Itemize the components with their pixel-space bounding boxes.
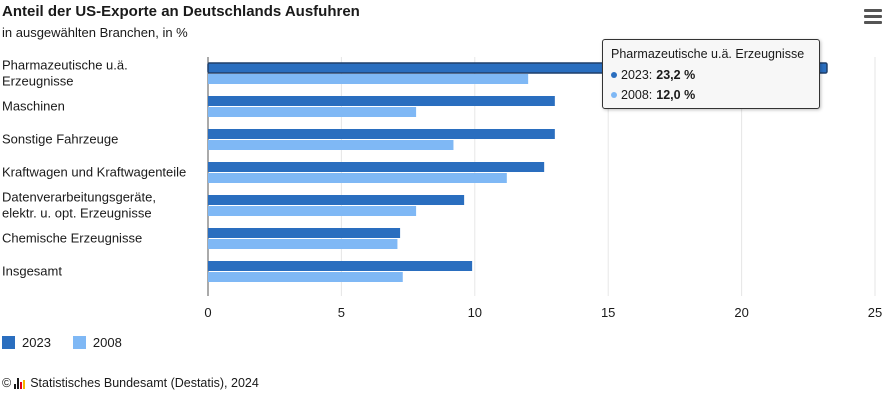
category-label-4-0: Datenverarbeitungsgeräte, <box>2 190 156 205</box>
x-tick-label-15: 15 <box>601 305 615 320</box>
legend-item-2008[interactable]: 2008 <box>72 335 122 350</box>
chart-title: Anteil der US-Exporte an Deutschlands Au… <box>2 3 360 20</box>
copyright-symbol: © <box>2 376 12 390</box>
bar-2008-5 <box>208 239 398 249</box>
bar-2023-2 <box>208 129 555 139</box>
tooltip-dot-2008 <box>611 92 617 98</box>
legend-label-2008: 2008 <box>92 335 122 350</box>
tooltip-dot-2023 <box>611 72 617 78</box>
bar-2023-4 <box>208 195 465 205</box>
bar-2008-6 <box>208 272 403 282</box>
x-tick-label-25: 25 <box>868 305 882 320</box>
tooltip-row-2023: 2023: 23,2 % <box>611 68 695 82</box>
category-label-2-0: Sonstige Fahrzeuge <box>2 132 118 147</box>
category-label-6-0: Insgesamt <box>2 264 62 279</box>
legend-swatch-2023 <box>2 336 15 349</box>
category-label-0-0: Pharmazeutische u.ä. <box>2 58 128 73</box>
bar-2008-2 <box>208 140 454 150</box>
chart-tooltip: Pharmazeutische u.ä. Erzeugnisse 2023: 2… <box>602 39 820 109</box>
tooltip-label-2023: 2023: <box>621 68 653 82</box>
tooltip-row-2008: 2008: 12,0 % <box>611 88 695 102</box>
tooltip-value-2008: 12,0 % <box>656 88 696 102</box>
chart-subtitle: in ausgewählten Branchen, in % <box>2 25 188 40</box>
category-label-4-1: elektr. u. opt. Erzeugnisse <box>2 206 152 221</box>
menu-icon-line <box>864 15 882 18</box>
x-tick-label-10: 10 <box>468 305 482 320</box>
chart-legend: 2023 2008 <box>2 335 122 350</box>
bar-2023-3 <box>208 162 545 172</box>
x-tick-label-0: 0 <box>204 305 211 320</box>
bar-2008-3 <box>208 173 507 183</box>
bar-chart: 0 5 10 15 20 25 Pharmazeutische u.ä.Erzeugniss… <box>2 57 882 320</box>
category-label-3-0: Kraftwagen und Kraftwagenteile <box>2 165 186 180</box>
bar-2023-5 <box>208 228 401 238</box>
bar-2008-0 <box>208 74 529 84</box>
legend-swatch-2008 <box>72 336 86 349</box>
menu-icon[interactable] <box>864 9 882 25</box>
category-label-5-0: Chemische Erzeugnisse <box>2 231 142 246</box>
bar-2008-1 <box>208 107 417 117</box>
legend-label-2023: 2023 <box>22 335 51 350</box>
menu-icon-line <box>864 9 882 12</box>
menu-icon-line <box>864 21 882 24</box>
source-text: Statistisches Bundesamt (Destatis), 2024 <box>30 376 259 390</box>
tooltip-value-2023: 23,2 % <box>656 68 696 82</box>
category-label-1-0: Maschinen <box>2 99 65 114</box>
x-tick-label-20: 20 <box>734 305 748 320</box>
bar-2023-1 <box>208 96 555 106</box>
tooltip-title: Pharmazeutische u.ä. Erzeugnisse <box>611 47 805 61</box>
source-credit: © Statistisches Bundesamt (Destatis), 20… <box>2 376 259 390</box>
destatis-logo-icon <box>14 377 26 389</box>
legend-item-2023[interactable]: 2023 <box>2 335 51 350</box>
bar-2023-6 <box>208 261 473 271</box>
bar-2008-4 <box>208 206 417 216</box>
category-label-0-1: Erzeugnisse <box>2 74 74 89</box>
x-tick-label-5: 5 <box>338 305 345 320</box>
tooltip-label-2008: 2008: <box>621 88 653 102</box>
